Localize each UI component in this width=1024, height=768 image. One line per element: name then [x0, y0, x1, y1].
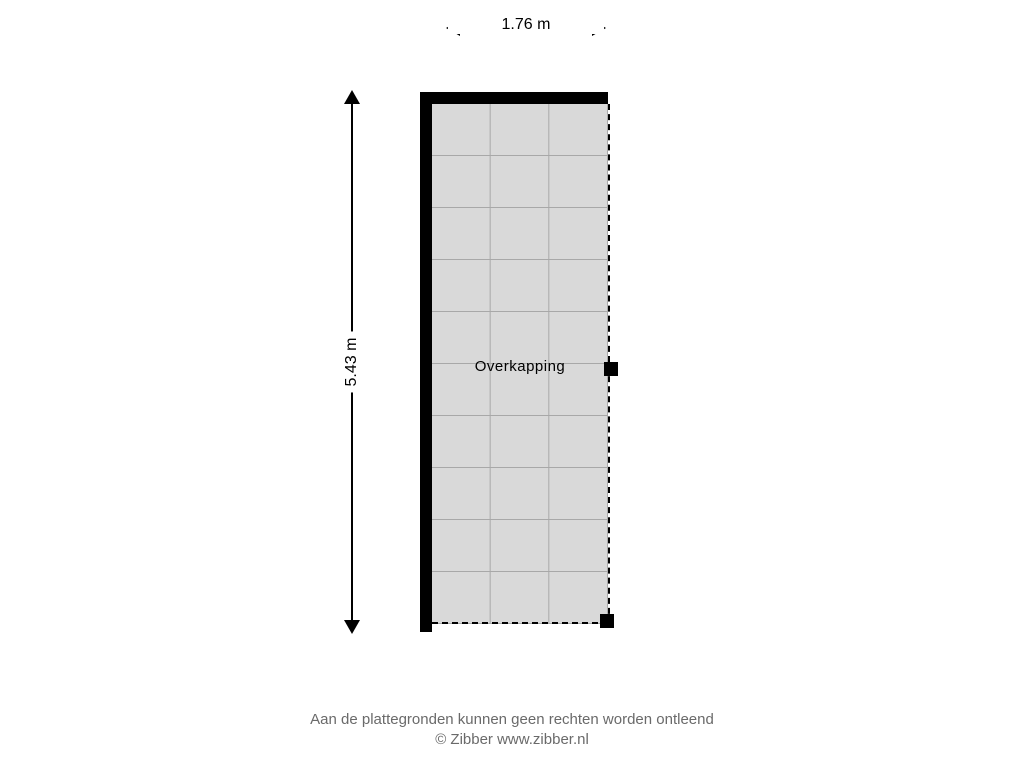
floorplan-canvas: 1.76 m 5.43 m Overkapping Aan de platteg… [0, 0, 1024, 768]
arrow-up-icon [344, 90, 360, 104]
dimension-height-label: 5.43 m [343, 332, 361, 393]
dimension-width-label: 1.76 m [448, 16, 604, 34]
wall-left-stub [420, 624, 432, 632]
room-label: Overkapping [432, 358, 608, 375]
footer-copyright: © Zibber www.zibber.nl [0, 730, 1024, 750]
footer: Aan de plattegronden kunnen geen rechten… [0, 710, 1024, 751]
arrow-down-icon [344, 620, 360, 634]
room-overkapping: Overkapping [420, 92, 616, 632]
post-bottom-right [600, 614, 614, 628]
wall-top [420, 92, 608, 104]
dimension-height: 5.43 m [340, 92, 364, 632]
wall-left [420, 92, 432, 624]
footer-disclaimer: Aan de plattegronden kunnen geen rechten… [0, 710, 1024, 730]
dimension-width-value: 1.76 m [498, 16, 555, 33]
